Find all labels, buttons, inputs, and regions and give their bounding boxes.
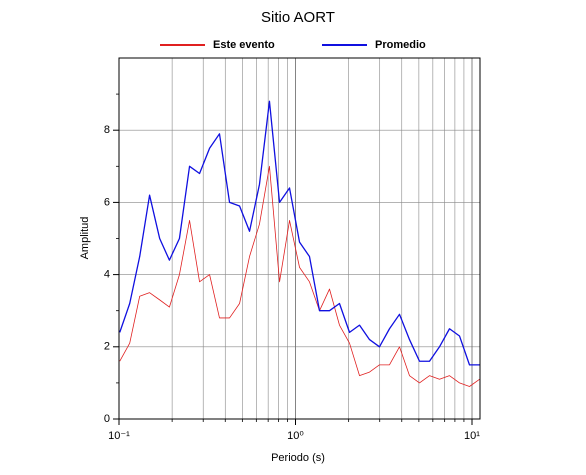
x-tick-label: 10⁻¹ — [108, 430, 130, 442]
y-tick-label: 8 — [104, 124, 110, 136]
plot-frame — [118, 57, 481, 420]
x-axis-label: Periodo (s) — [271, 452, 325, 464]
legend-label: Este evento — [213, 39, 275, 51]
y-axis-label: Amplitud — [79, 217, 91, 260]
y-tick-label: 2 — [104, 341, 110, 353]
series-line — [119, 100, 480, 366]
x-tick-label: 10¹ — [464, 430, 480, 442]
y-tick-label: 6 — [104, 196, 110, 208]
y-tick-label: 4 — [104, 269, 110, 281]
y-tick-label: 0 — [104, 413, 110, 425]
series-line — [119, 165, 480, 387]
legend-label: Promedio — [375, 39, 426, 51]
x-tick-label: 10⁰ — [287, 430, 304, 442]
chart-title: Sitio AORT — [261, 9, 335, 26]
plot-lines — [119, 100, 480, 387]
